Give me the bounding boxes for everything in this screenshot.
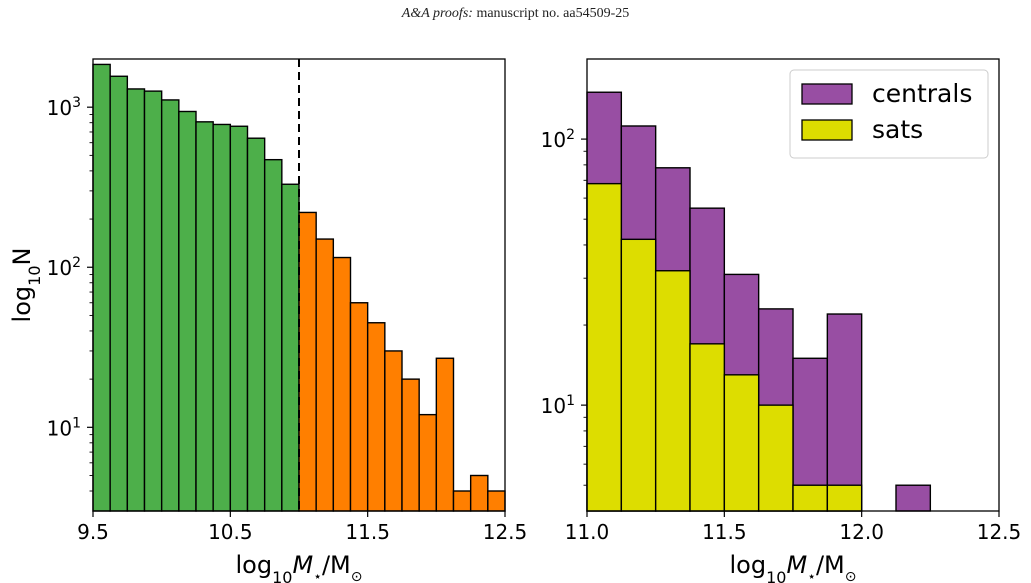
sats-bar: [654, 270, 691, 512]
x-tick-label: 11.5: [345, 520, 390, 544]
journal-name: A&A proofs:: [401, 6, 473, 21]
y-axis-label: log10N: [8, 248, 44, 323]
high-bar: [487, 490, 506, 512]
high-bar: [366, 322, 386, 512]
plot-frame: [92, 58, 506, 512]
y-tick-label: 102: [541, 127, 575, 152]
high-bar: [401, 378, 420, 512]
sats-bar: [586, 182, 623, 512]
x-tick-label: 12.5: [483, 520, 528, 544]
high-bar: [315, 238, 335, 512]
x-tick-label: 10.5: [208, 520, 253, 544]
low-bar: [212, 123, 232, 512]
y-tick-label: 103: [47, 95, 81, 120]
high-bar: [435, 357, 455, 512]
low-bar: [246, 137, 266, 512]
low-bar: [143, 90, 163, 512]
y-tick-label: 101: [47, 415, 81, 440]
low-bar: [195, 121, 214, 512]
plot-frame: [586, 58, 1000, 512]
low-bar: [160, 99, 180, 512]
legend-swatch-centrals: [801, 83, 853, 105]
x-tick-label: 12.5: [977, 520, 1022, 544]
sats-bar: [757, 404, 794, 512]
high-bar: [384, 350, 403, 512]
low-bar: [229, 125, 249, 512]
y-tick-label: 102: [47, 255, 81, 280]
low-bar: [281, 183, 300, 512]
sats-bar: [826, 484, 863, 512]
low-bar: [263, 158, 283, 512]
high-bar: [418, 413, 438, 512]
x-tick-label: 11.0: [565, 520, 610, 544]
sats-bar: [620, 238, 657, 512]
y-tick-label: 101: [541, 393, 575, 418]
high-bar: [349, 302, 369, 512]
low-bar: [178, 110, 197, 512]
x-axis-label: log10M⋆/M⊙: [730, 551, 857, 583]
x-tick-label: 12.0: [839, 520, 884, 544]
sats-bar: [723, 374, 760, 512]
legend-label-sats: sats: [872, 115, 923, 144]
legend-swatch-sats: [801, 119, 853, 141]
manuscript-number: manuscript no. aa54509-25: [476, 6, 630, 21]
sats-bar: [792, 484, 829, 512]
sats-bar: [689, 343, 726, 512]
high-bar: [469, 474, 489, 512]
page-header: A&A proofs: manuscript no. aa54509-25: [0, 6, 1031, 22]
x-axis-label: log10M⋆/M⊙: [236, 551, 363, 583]
high-bar: [298, 211, 317, 512]
x-tick-label: 11.5: [702, 520, 747, 544]
high-bar: [332, 256, 352, 512]
low-bar: [109, 75, 129, 512]
low-bar: [126, 88, 146, 512]
centrals-bar: [826, 313, 863, 512]
high-bar: [452, 490, 472, 512]
left-histogram-panel: 9.5 10.5 11.5 12.5 101 102 103 log10M⋆/M⊙ log10N: [8, 58, 528, 583]
right-histogram-panel: 11.0 11.5 12.0 12.5 101 102 log10M⋆/M⊙ centrals…: [541, 58, 1022, 583]
legend-label-centrals: centrals: [872, 79, 972, 108]
centrals-bar: [895, 484, 932, 512]
x-tick-label: 9.5: [77, 520, 109, 544]
low-bar: [92, 63, 111, 512]
